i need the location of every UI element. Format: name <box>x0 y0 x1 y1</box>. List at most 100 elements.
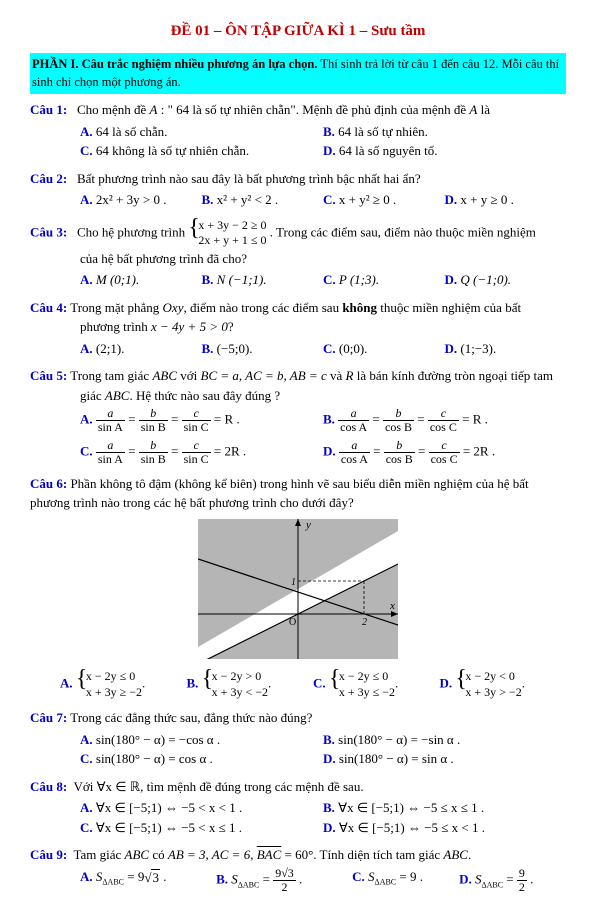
q4-opt-d: (1;−3). <box>460 341 496 356</box>
question-8: Câu 8: Với ∀x ∈ ℝ, tìm mệnh đề đúng tron… <box>30 777 566 838</box>
q5-b-eq: = R . <box>462 412 488 427</box>
f-a: a <box>96 407 125 421</box>
f-b: b <box>383 407 414 421</box>
opt-letter: D. <box>440 676 453 691</box>
q5-given: BC = a, AC = b, AB = c <box>201 368 327 383</box>
q4-line2: phương trình <box>80 319 151 334</box>
svg-text:1: 1 <box>291 577 296 588</box>
q9-mid: có <box>149 847 168 862</box>
q2-opt-d: x + y ≥ 0 . <box>460 192 513 207</box>
q1-opt-d: 64 là số nguyên tố. <box>339 143 438 158</box>
q9-label: Câu 9: <box>30 847 67 862</box>
q1-opt-c: 64 không là số tự nhiên chẵn. <box>96 143 249 158</box>
q6d-l1: x − 2y < 0 <box>465 669 521 685</box>
q7-opt-b: sin(180° − α) = −sin α . <box>338 732 460 747</box>
q3-opt-c: P (1;3). <box>339 272 379 287</box>
q8-label: Câu 8: <box>30 779 67 794</box>
f-cosc: cos C <box>428 421 459 434</box>
question-4: Câu 4: Trong mặt phẳng Oxy, điểm nào tro… <box>30 298 566 359</box>
q3-label: Câu 3: <box>30 224 67 239</box>
q9d-den: 2 <box>517 881 527 894</box>
q4-opt-a: (2;1). <box>96 341 125 356</box>
opt-letter: A. <box>80 732 93 747</box>
opt-letter: A. <box>80 412 93 427</box>
q5-d-eq: = 2R . <box>463 443 495 458</box>
q5-c-eq: = 2R . <box>214 443 246 458</box>
q3-sys-l1: x + 3y − 2 ≥ 0 <box>198 218 266 234</box>
section-header: PHẦN I. Câu trắc nghiệm nhiều phương án … <box>30 53 566 95</box>
q6-text: Phần không tô đậm (không kể biên) trong … <box>30 476 529 511</box>
q9a-sub: ΔABC <box>102 877 124 886</box>
q1-text-pre: Cho mệnh đề <box>77 102 150 117</box>
q9a-sqrt: 3 <box>151 869 160 885</box>
q6c-l1: x − 2y ≤ 0 <box>339 669 395 685</box>
f-c: c <box>182 439 211 453</box>
opt-letter: C. <box>323 272 336 287</box>
q5-abc: ABC <box>152 368 177 383</box>
f-cosa: cos A <box>339 453 370 466</box>
f-sina: sin A <box>96 453 125 466</box>
q8-options: A. ∀x ∈ [−5;1) ⇔ −5 < x < 1 . B. ∀x ∈ [−… <box>80 798 566 837</box>
q5-a-eq: = R . <box>214 412 240 427</box>
q8-opt-b: ∀x ∈ [−5;1) ⇔ −5 ≤ x ≤ 1 . <box>338 800 484 815</box>
f-cosb: cos B <box>384 453 415 466</box>
q9-given: AB = 3, AC = 6, <box>168 847 257 862</box>
opt-letter: D. <box>323 820 336 835</box>
q9a-eq: = 9 <box>124 869 144 884</box>
q3-opt-a: M (0;1). <box>96 272 139 287</box>
svg-text:O: O <box>289 617 296 628</box>
opt-letter: A. <box>80 341 93 356</box>
q2-text: Bất phương trình nào sau đây là bất phươ… <box>77 171 421 186</box>
q8-opt-c: ∀x ∈ [−5;1) ⇔ −5 < x ≤ 1 . <box>96 820 242 835</box>
f-c: c <box>429 439 460 453</box>
q6-sys-c: x − 2y ≤ 0 x + 3y ≤ −2 <box>329 669 395 700</box>
f-c: c <box>182 407 211 421</box>
opt-letter: D. <box>445 341 458 356</box>
q7-options: A. sin(180° − α) = −cos α . B. sin(180° … <box>80 730 566 769</box>
q3-opt-b: N (−1;1). <box>217 272 267 287</box>
opt-letter: B. <box>187 676 199 691</box>
q4-label: Câu 4: <box>30 300 67 315</box>
q3-sys-l2: 2x + y + 1 ≤ 0 <box>198 233 266 249</box>
q6b-l1: x − 2y > 0 <box>212 669 268 685</box>
opt-letter: C. <box>80 751 93 766</box>
q6a-l1: x − 2y ≤ 0 <box>86 669 142 685</box>
f-b: b <box>384 439 415 453</box>
f-sinc: sin C <box>182 421 211 434</box>
f-a: a <box>339 439 370 453</box>
q9-abc2: ABC <box>443 847 468 862</box>
q7-text: Trong các đẳng thức sau, đẳng thức nào đ… <box>70 710 312 725</box>
q6b-l2: x + 3y < −2 <box>212 685 268 701</box>
q4-opt-b: (−5;0). <box>217 341 253 356</box>
q3-options: A. M (0;1). B. N (−1;1). C. P (1;3). D. … <box>80 270 566 290</box>
q1-options: A. 64 là số chẵn. B. 64 là số tự nhiên. … <box>80 122 566 161</box>
q1-opt-a: 64 là số chẵn. <box>96 124 167 139</box>
q5-abc2: ABC <box>105 388 130 403</box>
q9-pre: Tam giác <box>73 847 124 862</box>
q6-sys-d: x − 2y < 0 x + 3y > −2 <box>455 669 521 700</box>
question-3: Câu 3: Cho hệ phương trình x + 3y − 2 ≥ … <box>30 218 566 290</box>
q4-opt-c: (0;0). <box>339 341 368 356</box>
f-sina: sin A <box>96 421 125 434</box>
opt-letter: B. <box>323 124 335 139</box>
f-sinb: sin B <box>139 421 168 434</box>
q5-text-pre: Trong tam giác <box>70 368 152 383</box>
q2-label: Câu 2: <box>30 171 67 186</box>
q3-text-pre: Cho hệ phương trình <box>77 224 188 239</box>
q3-text-post: . Trong các điểm sau, điểm nào thuộc miề… <box>270 224 536 239</box>
q9b-num: 9√3 <box>273 867 296 881</box>
svg-text:2: 2 <box>362 617 367 628</box>
q5-line2-post: . Hệ thức nào sau đây đúng ? <box>129 388 280 403</box>
q9-abc: ABC <box>125 847 150 862</box>
q3-line2: của hệ bất phương trình đã cho? <box>80 249 566 269</box>
q5-options: A. asin A = bsin B = csin C = R . B. aco… <box>80 407 566 466</box>
question-2: Câu 2: Bất phương trình nào sau đây là b… <box>30 169 566 210</box>
region-plot: 1 2 y x O <box>198 519 398 659</box>
q5-line2-pre: giác <box>80 388 105 403</box>
q7-opt-a: sin(180° − α) = −cos α . <box>96 732 220 747</box>
f-cosa: cos A <box>338 421 369 434</box>
opt-letter: A. <box>60 676 73 691</box>
q2-opt-b: x² + y² < 2 . <box>217 192 278 207</box>
opt-letter: A. <box>80 124 93 139</box>
q9b-sub: ΔABC <box>238 880 260 889</box>
